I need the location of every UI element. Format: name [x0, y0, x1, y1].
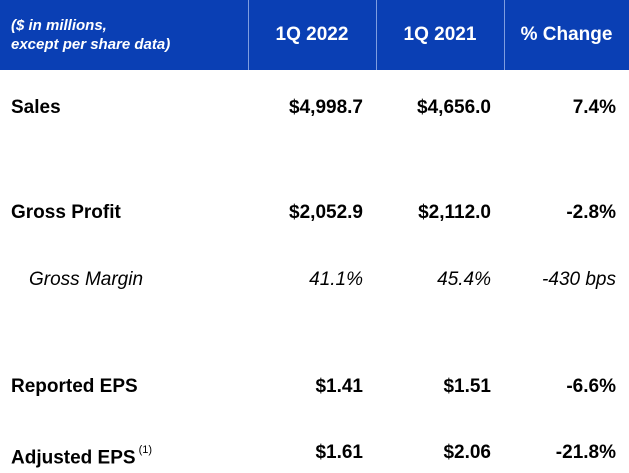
row-label: Adjusted EPS	[11, 447, 136, 469]
value-pct-change: -21.8%	[555, 442, 616, 463]
header-divider	[504, 0, 505, 70]
footnote-marker: (1)	[138, 444, 153, 456]
value-pct-change: -2.8%	[566, 202, 616, 223]
row-label: Sales	[11, 97, 61, 118]
table-row-gross-profit: Gross Profit $2,052.9 $2,112.0 -2.8%	[0, 198, 629, 228]
table-row-reported-eps: Reported EPS $1.41 $1.51 -6.6%	[0, 372, 629, 402]
value-pct-change: -430 bps	[542, 269, 616, 290]
value-1q-2022: $4,998.7	[289, 97, 363, 118]
header-col-pct-change: % Change	[520, 24, 613, 45]
table-header: ($ in millions, except per share data) 1…	[0, 0, 629, 72]
value-1q-2021: $2,112.0	[418, 202, 491, 223]
value-1q-2022: $1.61	[315, 442, 363, 463]
row-label: Reported EPS	[11, 376, 138, 397]
value-1q-2021: 45.4%	[437, 269, 491, 290]
header-units-line-2: except per share data)	[11, 36, 171, 53]
table-row-sales: Sales $4,998.7 $4,656.0 7.4%	[0, 93, 629, 123]
value-1q-2022: $1.41	[315, 376, 363, 397]
table-row-adjusted-eps: Adjusted EPS (1) $1.61 $2.06 -21.8%	[0, 438, 629, 468]
row-label-group: Adjusted EPS (1)	[11, 438, 152, 468]
header-units-label: ($ in millions, except per share data)	[0, 0, 248, 70]
row-label: Gross Profit	[11, 202, 121, 223]
header-divider	[376, 0, 377, 70]
header-col-1q-2022: 1Q 2022	[275, 24, 349, 45]
header-col-1q-2021: 1Q 2021	[403, 24, 477, 45]
header-units-line-1: ($ in millions,	[11, 17, 107, 34]
value-1q-2022: 41.1%	[309, 269, 363, 290]
header-divider	[248, 0, 249, 70]
value-1q-2022: $2,052.9	[289, 202, 363, 223]
value-1q-2021: $4,656.0	[417, 97, 491, 118]
value-pct-change: -6.6%	[566, 376, 616, 397]
value-1q-2021: $2.06	[443, 442, 491, 463]
table-row-gross-margin: Gross Margin 41.1% 45.4% -430 bps	[0, 265, 629, 295]
value-1q-2021: $1.51	[443, 376, 491, 397]
row-label: Gross Margin	[29, 269, 144, 290]
value-pct-change: 7.4%	[572, 97, 616, 118]
